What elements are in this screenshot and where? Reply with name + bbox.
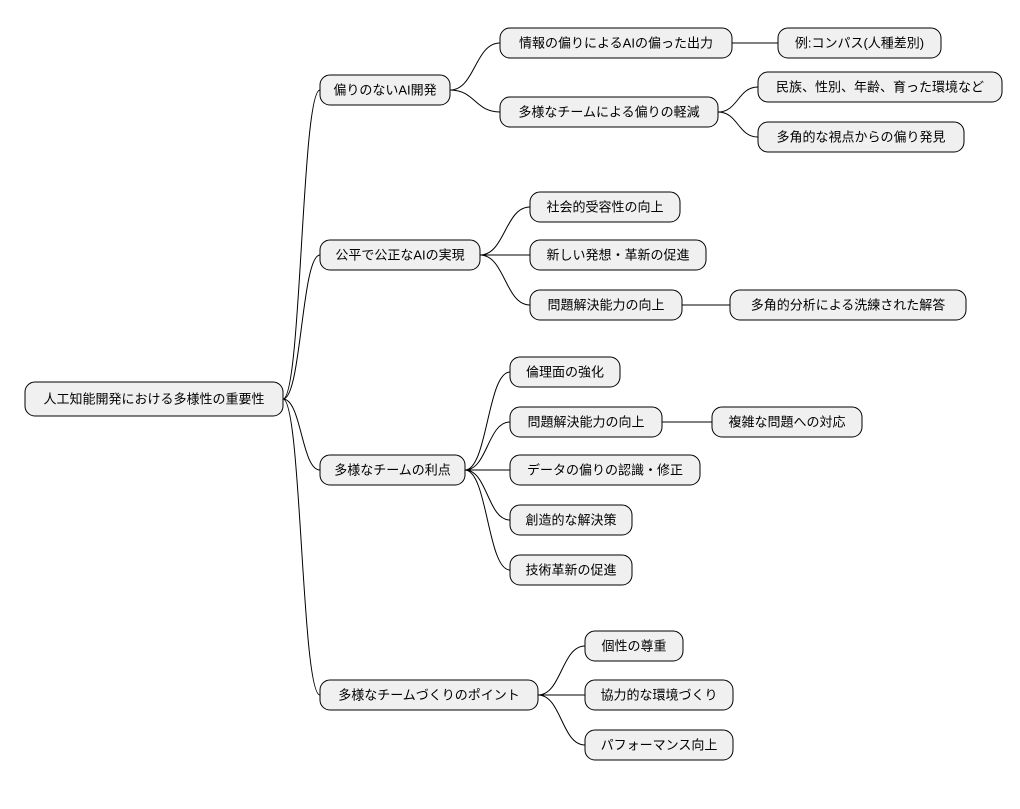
node-label: 複雑な問題への対応 — [728, 414, 845, 429]
node-label: データの偏りの認識・修正 — [527, 462, 683, 477]
mindmap-node: 情報の偏りによるAIの偏った出力 — [500, 28, 732, 58]
mindmap-node: 多様なチームによる偏りの軽減 — [500, 97, 718, 127]
edge — [718, 112, 758, 137]
node-label: 倫理面の強化 — [526, 364, 604, 379]
edge — [465, 470, 510, 520]
edges-group — [283, 43, 778, 745]
edge — [283, 255, 320, 399]
mindmap-node: 倫理面の強化 — [510, 357, 620, 387]
node-label: 公平で公正なAIの実現 — [335, 247, 464, 262]
node-label: 問題解決能力の向上 — [527, 414, 644, 429]
node-label: 新しい発想・革新の促進 — [546, 247, 689, 262]
node-label: 協力的な環境づくり — [600, 687, 717, 702]
edge — [538, 646, 585, 695]
edge — [465, 422, 510, 470]
node-label: 創造的な解決策 — [525, 512, 616, 527]
mindmap-node: 偏りのないAI開発 — [320, 75, 450, 105]
node-label: 個性の尊重 — [601, 638, 666, 653]
node-label: 社会的受容性の向上 — [546, 199, 663, 214]
edge — [450, 90, 500, 112]
node-label: 人工知能開発における多様性の重要性 — [43, 391, 264, 406]
mindmap-node: 協力的な環境づくり — [585, 680, 733, 710]
mindmap-node: 問題解決能力の向上 — [530, 290, 682, 320]
mindmap-node: 人工知能開発における多様性の重要性 — [25, 382, 283, 416]
node-label: 多様なチームづくりのポイント — [338, 687, 520, 702]
mindmap-node: 問題解決能力の向上 — [510, 407, 662, 437]
edge — [538, 695, 585, 745]
mindmap-node: 例:コンパス(人種差別) — [778, 28, 941, 58]
edge — [465, 470, 510, 570]
mindmap-node: 多様なチームの利点 — [320, 455, 465, 485]
node-label: 技術革新の促進 — [525, 562, 616, 577]
node-label: 多角的分析による洗練された解答 — [751, 297, 946, 312]
edge — [480, 207, 530, 255]
mindmap-node: 多角的分析による洗練された解答 — [730, 290, 966, 320]
node-label: 多様なチームによる偏りの軽減 — [518, 104, 699, 119]
edge — [283, 90, 320, 399]
mindmap-node: 多様なチームづくりのポイント — [320, 680, 538, 710]
nodes-group: 人工知能開発における多様性の重要性 偏りのないAI開発 情報の偏りによるAIの偏った… — [25, 28, 1002, 760]
mindmap-node: 民族、性別、年齢、育った環境など — [758, 72, 1002, 102]
mindmap-node: 技術革新の促進 — [510, 555, 632, 585]
node-label: パフォーマンス向上 — [601, 737, 718, 752]
edge — [718, 87, 758, 112]
node-label: 偏りのないAI開発 — [333, 82, 436, 97]
edge — [450, 43, 500, 90]
node-label: 多角的な視点からの偏り発見 — [776, 129, 945, 144]
mindmap-node: 複雑な問題への対応 — [712, 407, 862, 437]
mindmap-node: 新しい発想・革新の促進 — [530, 240, 706, 270]
node-label: 問題解決能力の向上 — [547, 297, 664, 312]
node-label: 民族、性別、年齢、育った環境など — [776, 79, 984, 94]
mindmap-node: 創造的な解決策 — [510, 505, 632, 535]
node-label: 情報の偏りによるAIの偏った出力 — [519, 35, 713, 50]
node-label: 例:コンパス(人種差別) — [795, 35, 924, 50]
mindmap-node: データの偏りの認識・修正 — [510, 455, 700, 485]
edge — [465, 372, 510, 470]
edge — [283, 399, 320, 695]
mindmap-diagram: 人工知能開発における多様性の重要性 偏りのないAI開発 情報の偏りによるAIの偏った… — [0, 0, 1020, 809]
edge — [480, 255, 530, 305]
mindmap-node: 社会的受容性の向上 — [530, 192, 680, 222]
mindmap-node: パフォーマンス向上 — [585, 730, 733, 760]
mindmap-node: 個性の尊重 — [585, 631, 683, 661]
mindmap-node: 公平で公正なAIの実現 — [320, 240, 480, 270]
mindmap-node: 多角的な視点からの偏り発見 — [758, 122, 964, 152]
node-label: 多様なチームの利点 — [334, 462, 451, 477]
